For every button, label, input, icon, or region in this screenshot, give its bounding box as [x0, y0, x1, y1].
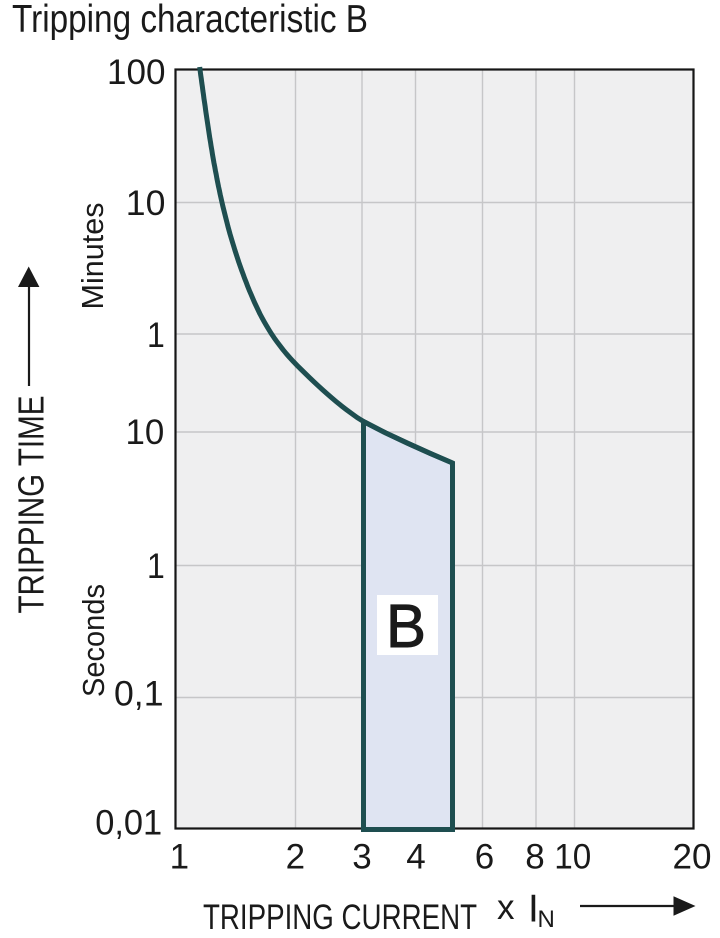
- svg-text:1: 1: [147, 316, 165, 355]
- svg-text:3: 3: [352, 838, 371, 877]
- svg-text:Seconds: Seconds: [76, 584, 111, 697]
- svg-text:4: 4: [406, 838, 425, 877]
- svg-text:10: 10: [126, 184, 166, 223]
- svg-text:2: 2: [286, 838, 305, 877]
- svg-text:0,01: 0,01: [95, 804, 162, 843]
- svg-text:20: 20: [673, 838, 712, 877]
- svg-text:10: 10: [126, 413, 165, 452]
- svg-text:N: N: [538, 906, 555, 933]
- svg-text:Minutes: Minutes: [75, 203, 110, 310]
- svg-text:I: I: [528, 888, 539, 931]
- svg-text:100: 100: [107, 53, 166, 92]
- svg-text:6: 6: [475, 838, 494, 877]
- svg-text:0,1: 0,1: [114, 675, 164, 714]
- svg-text:TRIPPING CURRENT: TRIPPING CURRENT: [203, 898, 477, 937]
- svg-text:1: 1: [170, 838, 189, 877]
- svg-text:1: 1: [147, 547, 165, 586]
- svg-text:x: x: [497, 888, 515, 927]
- svg-text:Tripping characteristic B: Tripping characteristic B: [12, 0, 368, 41]
- svg-text:8: 8: [525, 838, 544, 877]
- svg-text:TRIPPING TIME: TRIPPING TIME: [11, 396, 52, 614]
- svg-text:B: B: [386, 592, 426, 660]
- svg-text:10: 10: [554, 838, 591, 877]
